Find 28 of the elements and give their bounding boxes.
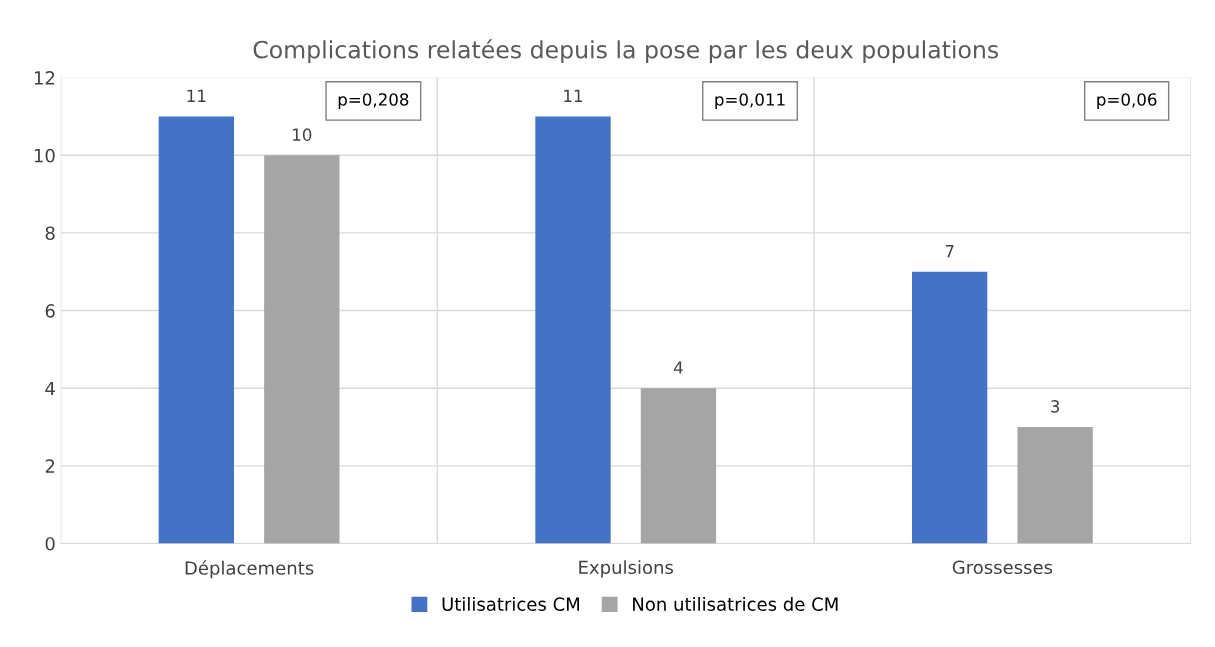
- bar: [911, 271, 988, 544]
- bar: [158, 116, 235, 544]
- data-label: 11: [187, 89, 206, 102]
- data-label: 10: [293, 128, 312, 141]
- bar: [1017, 427, 1093, 544]
- y-tick-label: 6: [45, 304, 55, 318]
- annotation: p=0,208: [338, 93, 409, 109]
- x-tick-label: Déplacements: [185, 560, 314, 579]
- y-tick-label: 10: [34, 148, 55, 163]
- legend-label: Non utilisatrices de CM: [633, 597, 838, 611]
- x-tick-label: Grossesses: [952, 560, 1053, 575]
- bar: [640, 388, 717, 544]
- annotation: p=0,06: [1097, 93, 1157, 109]
- data-label: 7: [945, 245, 954, 258]
- data-label: 11: [564, 89, 583, 102]
- legend-label: Utilisatrices CM: [442, 597, 579, 611]
- y-tick-label: 0: [45, 536, 55, 551]
- y-tick-label: 4: [45, 381, 55, 396]
- chart-title: Complications relatées depuis la pose par les deux populations: [253, 39, 999, 64]
- bar: [264, 155, 340, 544]
- bar: [535, 116, 611, 544]
- x-tick-label: Expulsions: [579, 560, 674, 578]
- data-label: 3: [1051, 400, 1060, 413]
- y-tick-label: 12: [34, 71, 55, 85]
- annotation: p=0,011: [715, 93, 785, 109]
- y-tick-label: 8: [45, 226, 55, 241]
- data-label: 4: [673, 361, 683, 374]
- y-tick-label: 2: [45, 459, 55, 473]
